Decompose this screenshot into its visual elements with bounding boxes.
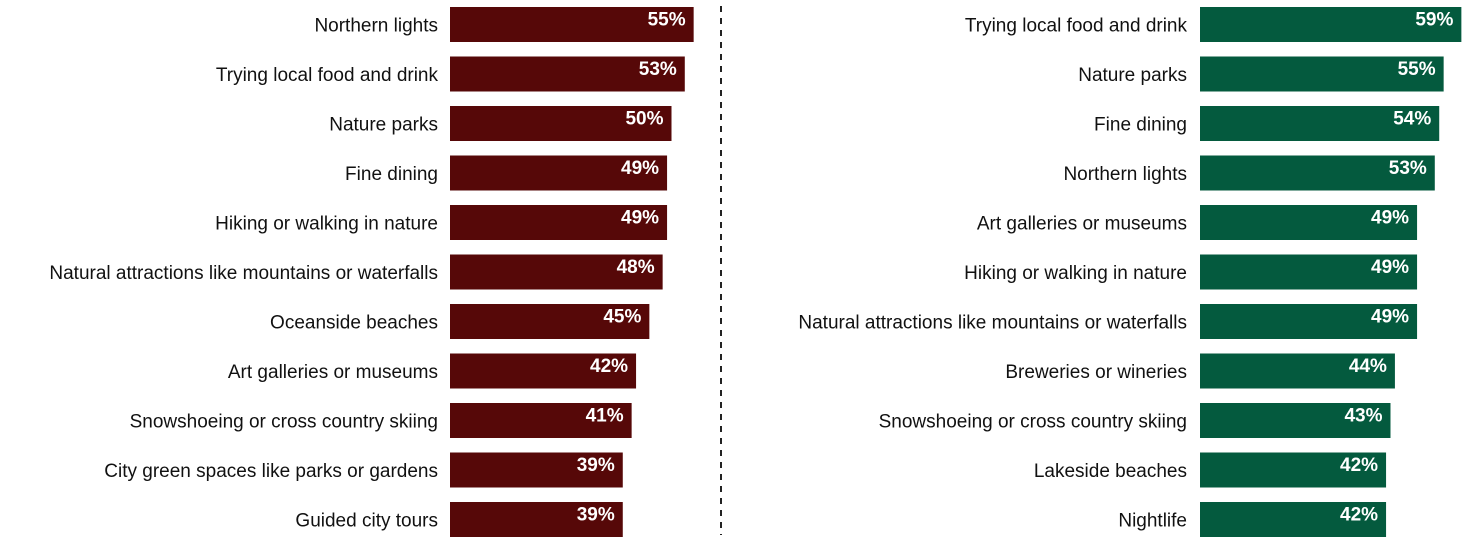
bar <box>450 56 685 92</box>
value-label: 39% <box>577 455 615 476</box>
value-label: 49% <box>1371 208 1409 229</box>
category-label: Fine dining <box>345 164 438 185</box>
bar <box>1200 205 1418 240</box>
category-label: Northern lights <box>1063 164 1187 185</box>
value-label: 42% <box>1340 505 1378 526</box>
left-bar-chart: Northern lights 55% Trying local food and … <box>49 7 694 537</box>
bar <box>450 452 623 488</box>
value-label: 45% <box>603 307 641 328</box>
bar <box>450 155 668 191</box>
value-label: 49% <box>621 158 659 179</box>
category-label: Breweries or wineries <box>1005 362 1187 383</box>
category-label: Snowshoeing or cross country skiing <box>130 412 438 433</box>
right-bar-chart: Trying local food and drink 59% Nature par… <box>798 7 1462 537</box>
category-label: Natural attractions like mountains or wa… <box>49 263 438 284</box>
bar <box>1200 106 1440 141</box>
value-label: 54% <box>1393 109 1431 130</box>
bar <box>450 7 694 42</box>
bar <box>1200 155 1435 191</box>
category-label: Nature parks <box>329 115 438 136</box>
bar <box>450 502 623 537</box>
value-label: 53% <box>1389 158 1427 179</box>
bar <box>1200 304 1418 339</box>
value-label: 39% <box>577 505 615 526</box>
value-label: 48% <box>617 257 655 278</box>
category-label: Art galleries or museums <box>228 362 438 383</box>
category-label: Nature parks <box>1078 65 1187 86</box>
bar <box>1200 502 1387 537</box>
category-label: Lakeside beaches <box>1034 461 1187 482</box>
bar <box>1200 403 1391 438</box>
value-label: 41% <box>586 406 624 427</box>
value-label: 42% <box>1340 455 1378 476</box>
category-label: Hiking or walking in nature <box>964 263 1187 284</box>
category-label: Oceanside beaches <box>270 313 438 334</box>
category-label: Trying local food and drink <box>216 65 439 86</box>
bar <box>1200 452 1387 488</box>
category-label: City green spaces like parks or gardens <box>104 461 438 482</box>
value-label: 49% <box>1371 307 1409 328</box>
category-label: Trying local food and drink <box>965 16 1188 37</box>
value-label: 49% <box>621 208 659 229</box>
category-label: Natural attractions like mountains or wa… <box>798 313 1187 334</box>
bar <box>450 254 663 290</box>
value-label: 55% <box>1398 59 1436 80</box>
category-label: Fine dining <box>1094 115 1187 136</box>
value-label: 42% <box>590 356 628 377</box>
bar <box>1200 254 1418 290</box>
bar <box>450 403 632 438</box>
category-label: Nightlife <box>1118 511 1187 532</box>
bar <box>450 106 672 141</box>
category-label: Snowshoeing or cross country skiing <box>879 412 1187 433</box>
value-label: 53% <box>639 59 677 80</box>
category-label: Northern lights <box>314 16 438 37</box>
category-label: Hiking or walking in nature <box>215 214 438 235</box>
category-label: Guided city tours <box>295 511 438 532</box>
bar <box>1200 56 1444 92</box>
value-label: 55% <box>648 10 686 31</box>
value-label: 44% <box>1349 356 1387 377</box>
bar <box>1200 353 1395 389</box>
category-label: Art galleries or museums <box>977 214 1187 235</box>
bar <box>450 304 650 339</box>
value-label: 59% <box>1415 10 1453 31</box>
bar <box>450 205 668 240</box>
value-label: 50% <box>625 109 663 130</box>
value-label: 43% <box>1344 406 1382 427</box>
bar <box>450 353 637 389</box>
value-label: 49% <box>1371 257 1409 278</box>
bar <box>1200 7 1462 42</box>
